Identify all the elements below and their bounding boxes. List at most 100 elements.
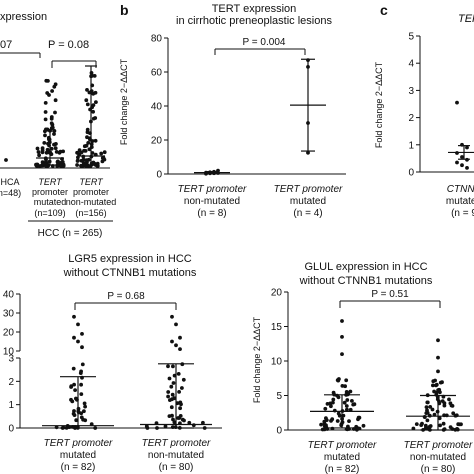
glul-point xyxy=(459,422,463,427)
lgr5-point xyxy=(178,347,182,351)
panel-b-xlabel-2-3: (n = 4) xyxy=(293,208,322,219)
lgr5-point xyxy=(172,396,177,401)
glul-ylabel: Fold change 2−ΔΔCT xyxy=(252,316,262,403)
lgr5-point xyxy=(72,382,76,387)
panel-a-point xyxy=(94,100,98,104)
panel-a-point xyxy=(52,84,57,89)
glul-point xyxy=(340,319,344,323)
panel-b-xlabel-1-1: TERT promoter xyxy=(178,184,247,195)
lgr5-point xyxy=(170,392,175,397)
lgr5-point xyxy=(170,413,174,418)
panel-a-xlabel-mut-2: promoter xyxy=(32,187,68,197)
glul-point xyxy=(428,405,433,409)
lgr5-ytick: 0 xyxy=(8,424,14,435)
glul-point xyxy=(449,403,454,408)
lgr5-point xyxy=(166,390,171,394)
glul-point xyxy=(437,416,442,421)
panel-a-point xyxy=(93,90,98,95)
panel-a-point xyxy=(79,158,84,163)
panel-a-point xyxy=(86,141,91,145)
panel-a-point xyxy=(45,147,50,152)
glul-point xyxy=(344,404,349,408)
panel-a-point xyxy=(84,143,89,148)
panel-a-xlabel-mut-4: (n=109) xyxy=(34,208,65,218)
glul-point xyxy=(330,426,335,431)
glul-point xyxy=(434,383,438,388)
glul-point xyxy=(431,379,436,384)
panel-c-xlabel-3: (n = 9 xyxy=(451,208,474,219)
glul-point xyxy=(451,411,456,416)
panel-a-xlabel-hca-n: (n=48) xyxy=(0,188,21,198)
glul-ytick: 20 xyxy=(271,288,283,299)
glul-point xyxy=(357,415,362,420)
lgr5-point xyxy=(179,402,183,407)
glul-point xyxy=(436,369,440,374)
lgr5-point xyxy=(72,335,76,340)
panel-a-point xyxy=(93,138,98,143)
glul-point xyxy=(423,426,428,431)
glul-point xyxy=(442,401,447,406)
glul-xlabel-2-3: (n = 80) xyxy=(421,464,456,474)
lgr5-point xyxy=(176,372,181,376)
panel-a-xlabel-non-1: TERT xyxy=(79,177,104,187)
glul-point xyxy=(423,423,428,428)
panel-c-ytick: 1 xyxy=(408,140,414,151)
lgr5-title-2: without CTNNB1 mutations xyxy=(63,267,197,279)
glul-point xyxy=(441,421,446,426)
lgr5-point xyxy=(171,381,176,385)
panel-a-point xyxy=(75,150,79,155)
glul-point xyxy=(447,397,451,402)
glul-point xyxy=(344,378,349,383)
glul-point xyxy=(331,390,336,395)
panel-a-point xyxy=(87,147,92,152)
panel-a-point xyxy=(47,93,51,97)
glul-point xyxy=(330,417,335,422)
panel-c-ytick: 2 xyxy=(408,113,414,124)
panel-a-partial: xpression 07 P = 0.08 HCA (n=48) TERT pr… xyxy=(0,11,116,239)
glul-xlabel-2-1: TERT promoter xyxy=(404,440,473,451)
glul-point xyxy=(319,422,323,427)
panel-c-ytick: 4 xyxy=(408,59,414,70)
lgr5-point xyxy=(80,332,84,336)
glul-point xyxy=(455,427,459,431)
panel-a-point xyxy=(87,90,92,95)
lgr5-xlabel-1-3: (n = 82) xyxy=(61,462,96,473)
lgr5-p-value: P = 0.68 xyxy=(107,291,145,302)
glul-ytick: 10 xyxy=(271,357,283,368)
panel-a-hcc-label: HCC (n = 265) xyxy=(38,228,103,239)
panel-a-p-value-right: P = 0.08 xyxy=(48,39,89,51)
lgr5-point xyxy=(171,364,175,369)
glul-point xyxy=(350,399,354,403)
lgr5-point xyxy=(170,314,174,319)
panel-c-point xyxy=(460,163,464,168)
lgr5-xlabel-1-2: mutated xyxy=(60,450,96,461)
glul-point xyxy=(323,406,328,411)
panel-a-point xyxy=(102,150,107,155)
lgr5-ytick: 10 xyxy=(3,347,15,358)
lgr5-point xyxy=(80,345,84,350)
panel-a-point xyxy=(43,110,48,114)
lgr5-ytick: 30 xyxy=(3,309,15,320)
panel-b-letter: b xyxy=(120,2,129,18)
lgr5-point xyxy=(72,314,76,319)
lgr5-point xyxy=(178,335,182,340)
glul-point xyxy=(430,407,435,412)
panel-b-p-value: P = 0.004 xyxy=(243,37,286,48)
panel-a-xlabel-non-4: (n=156) xyxy=(75,208,106,218)
lgr5-point xyxy=(170,339,174,344)
lgr5-title-1: LGR5 expression in HCC xyxy=(68,253,192,265)
panel-lgr5: LGR5 expression in HCC without CTNNB1 mu… xyxy=(3,253,222,473)
glul-point xyxy=(328,401,333,406)
lgr5-xlabel-2-2: non-mutated xyxy=(148,450,204,461)
glul-point xyxy=(340,335,344,339)
panel-a-point xyxy=(36,163,40,168)
panel-c-point xyxy=(455,160,459,165)
panel-a-point xyxy=(79,163,83,168)
lgr5-point xyxy=(76,339,80,344)
glul-point xyxy=(361,423,366,428)
glul-point xyxy=(431,383,435,388)
lgr5-point xyxy=(202,426,207,430)
lgr5-point xyxy=(74,418,79,423)
glul-point xyxy=(425,400,430,405)
glul-title-1: GLUL expression in HCC xyxy=(304,261,427,273)
